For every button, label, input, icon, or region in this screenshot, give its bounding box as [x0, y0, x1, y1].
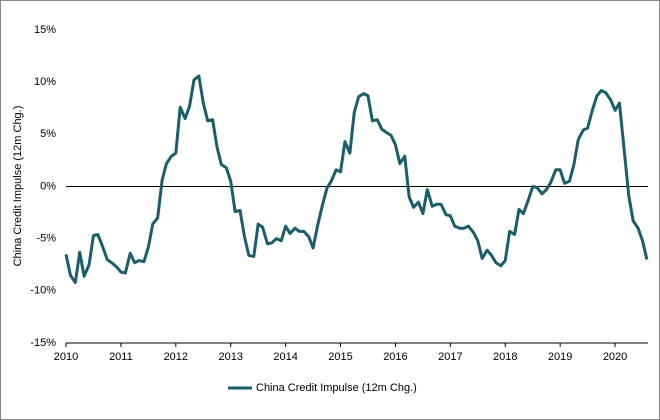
- x-tick-label: 2017: [438, 351, 462, 363]
- x-tick-label: 2012: [164, 351, 188, 363]
- x-tick-label: 2020: [603, 351, 627, 363]
- x-tick-label: 2014: [273, 351, 297, 363]
- x-tick-label: 2013: [218, 351, 242, 363]
- x-tick-label: 2019: [548, 351, 572, 363]
- y-tick-label: -5%: [36, 233, 56, 245]
- y-tick-label: 10%: [34, 76, 56, 88]
- series-line: [64, 74, 649, 284]
- x-tick-label: 2015: [328, 351, 352, 363]
- x-tick-label: 2011: [109, 351, 133, 363]
- y-tick-label: 0%: [40, 180, 56, 192]
- legend-label: China Credit Impulse (12m Chg.): [256, 382, 417, 394]
- x-tick-label: 2016: [383, 351, 407, 363]
- y-tick-label: 5%: [40, 128, 56, 140]
- y-tick-label: -15%: [30, 337, 56, 349]
- y-axis-label: China Credit Impulse (12m Chg.): [12, 106, 24, 267]
- y-tick-label: -10%: [30, 285, 56, 297]
- y-tick-label: 15%: [34, 24, 56, 36]
- x-tick-label: 2010: [54, 351, 78, 363]
- x-tick-label: 2018: [493, 351, 517, 363]
